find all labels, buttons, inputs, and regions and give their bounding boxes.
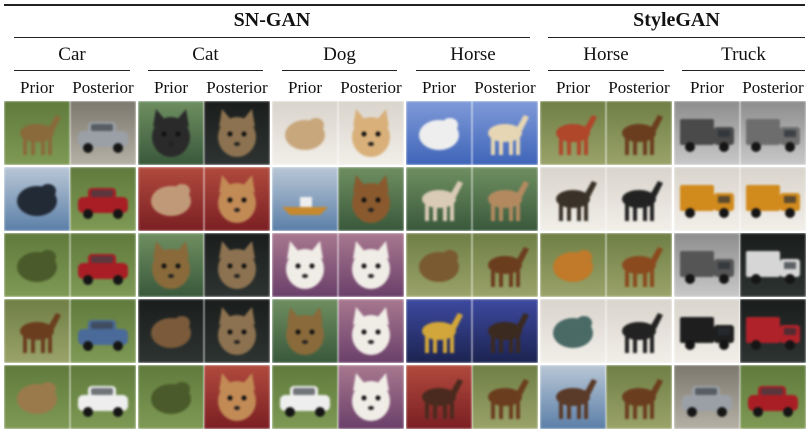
prior-sample-image	[272, 299, 338, 363]
posterior-sample-image	[70, 101, 136, 165]
category-title: Truck	[721, 44, 766, 65]
prior-sample-image	[406, 365, 472, 429]
prior-sample-image	[272, 167, 338, 231]
prior-sample-image	[138, 299, 204, 363]
model-rule	[548, 37, 805, 38]
category-rule	[148, 70, 263, 71]
prior-sample-image	[406, 233, 472, 297]
posterior-sample-image	[338, 233, 404, 297]
prior-sample-image	[138, 233, 204, 297]
category-rule	[548, 70, 664, 71]
posterior-sample-image	[606, 167, 672, 231]
posterior-sample-image	[472, 101, 538, 165]
category-title: Dog	[323, 44, 356, 65]
posterior-sample-image	[472, 167, 538, 231]
posterior-sample-image	[204, 101, 270, 165]
prior-sample-image	[406, 299, 472, 363]
prior-sample-image	[540, 233, 606, 297]
prior-sample-image	[674, 167, 740, 231]
prior-sample-image	[138, 167, 204, 231]
posterior-sample-image	[606, 365, 672, 429]
posterior-sample-image	[70, 167, 136, 231]
posterior-sample-image	[204, 233, 270, 297]
prior-sample-image	[406, 101, 472, 165]
model-title: StyleGAN	[633, 9, 720, 31]
posterior-sample-image	[338, 365, 404, 429]
prior-sample-image	[272, 101, 338, 165]
category-title: Cat	[192, 44, 219, 65]
top-rule	[4, 4, 805, 6]
category-rule	[282, 70, 397, 71]
prior-sample-image	[540, 101, 606, 165]
posterior-sample-image	[740, 365, 806, 429]
prior-sample-image	[540, 365, 606, 429]
model-rule	[14, 37, 530, 38]
posterior-sample-image	[606, 101, 672, 165]
posterior-sample-image	[70, 233, 136, 297]
posterior-sample-image	[204, 167, 270, 231]
prior-sample-image	[138, 365, 204, 429]
posterior-sample-image	[70, 299, 136, 363]
prior-sample-image	[272, 233, 338, 297]
posterior-sample-image	[740, 233, 806, 297]
prior-column-label: Prior	[288, 78, 322, 97]
posterior-sample-image	[70, 365, 136, 429]
posterior-sample-image	[472, 233, 538, 297]
prior-sample-image	[272, 365, 338, 429]
prior-sample-image	[4, 167, 70, 231]
posterior-column-label: Posterior	[608, 78, 670, 97]
prior-sample-image	[138, 101, 204, 165]
category-rule	[14, 70, 130, 71]
posterior-column-label: Posterior	[474, 78, 536, 97]
posterior-sample-image	[472, 365, 538, 429]
posterior-sample-image	[740, 299, 806, 363]
prior-sample-image	[674, 299, 740, 363]
category-rule	[682, 70, 805, 71]
category-title: Car	[58, 44, 86, 65]
posterior-sample-image	[606, 299, 672, 363]
prior-sample-image	[4, 101, 70, 165]
prior-sample-image	[540, 299, 606, 363]
category-title: Horse	[450, 44, 496, 65]
prior-sample-image	[674, 365, 740, 429]
posterior-sample-image	[338, 167, 404, 231]
prior-sample-image	[4, 365, 70, 429]
model-title: SN-GAN	[233, 9, 311, 31]
posterior-column-label: Posterior	[742, 78, 804, 97]
posterior-column-label: Posterior	[72, 78, 134, 97]
prior-column-label: Prior	[690, 78, 724, 97]
category-rule	[416, 70, 530, 71]
posterior-sample-image	[740, 101, 806, 165]
prior-sample-image	[674, 233, 740, 297]
posterior-sample-image	[606, 233, 672, 297]
prior-column-label: Prior	[556, 78, 590, 97]
posterior-sample-image	[472, 299, 538, 363]
posterior-sample-image	[204, 299, 270, 363]
posterior-column-label: Posterior	[206, 78, 268, 97]
posterior-column-label: Posterior	[340, 78, 402, 97]
prior-sample-image	[4, 233, 70, 297]
prior-column-label: Prior	[154, 78, 188, 97]
posterior-sample-image	[338, 299, 404, 363]
prior-sample-image	[4, 299, 70, 363]
prior-sample-image	[674, 101, 740, 165]
posterior-sample-image	[204, 365, 270, 429]
posterior-sample-image	[740, 167, 806, 231]
prior-sample-image	[406, 167, 472, 231]
posterior-sample-image	[338, 101, 404, 165]
category-title: Horse	[583, 44, 629, 65]
prior-column-label: Prior	[422, 78, 456, 97]
prior-sample-image	[540, 167, 606, 231]
prior-column-label: Prior	[20, 78, 54, 97]
